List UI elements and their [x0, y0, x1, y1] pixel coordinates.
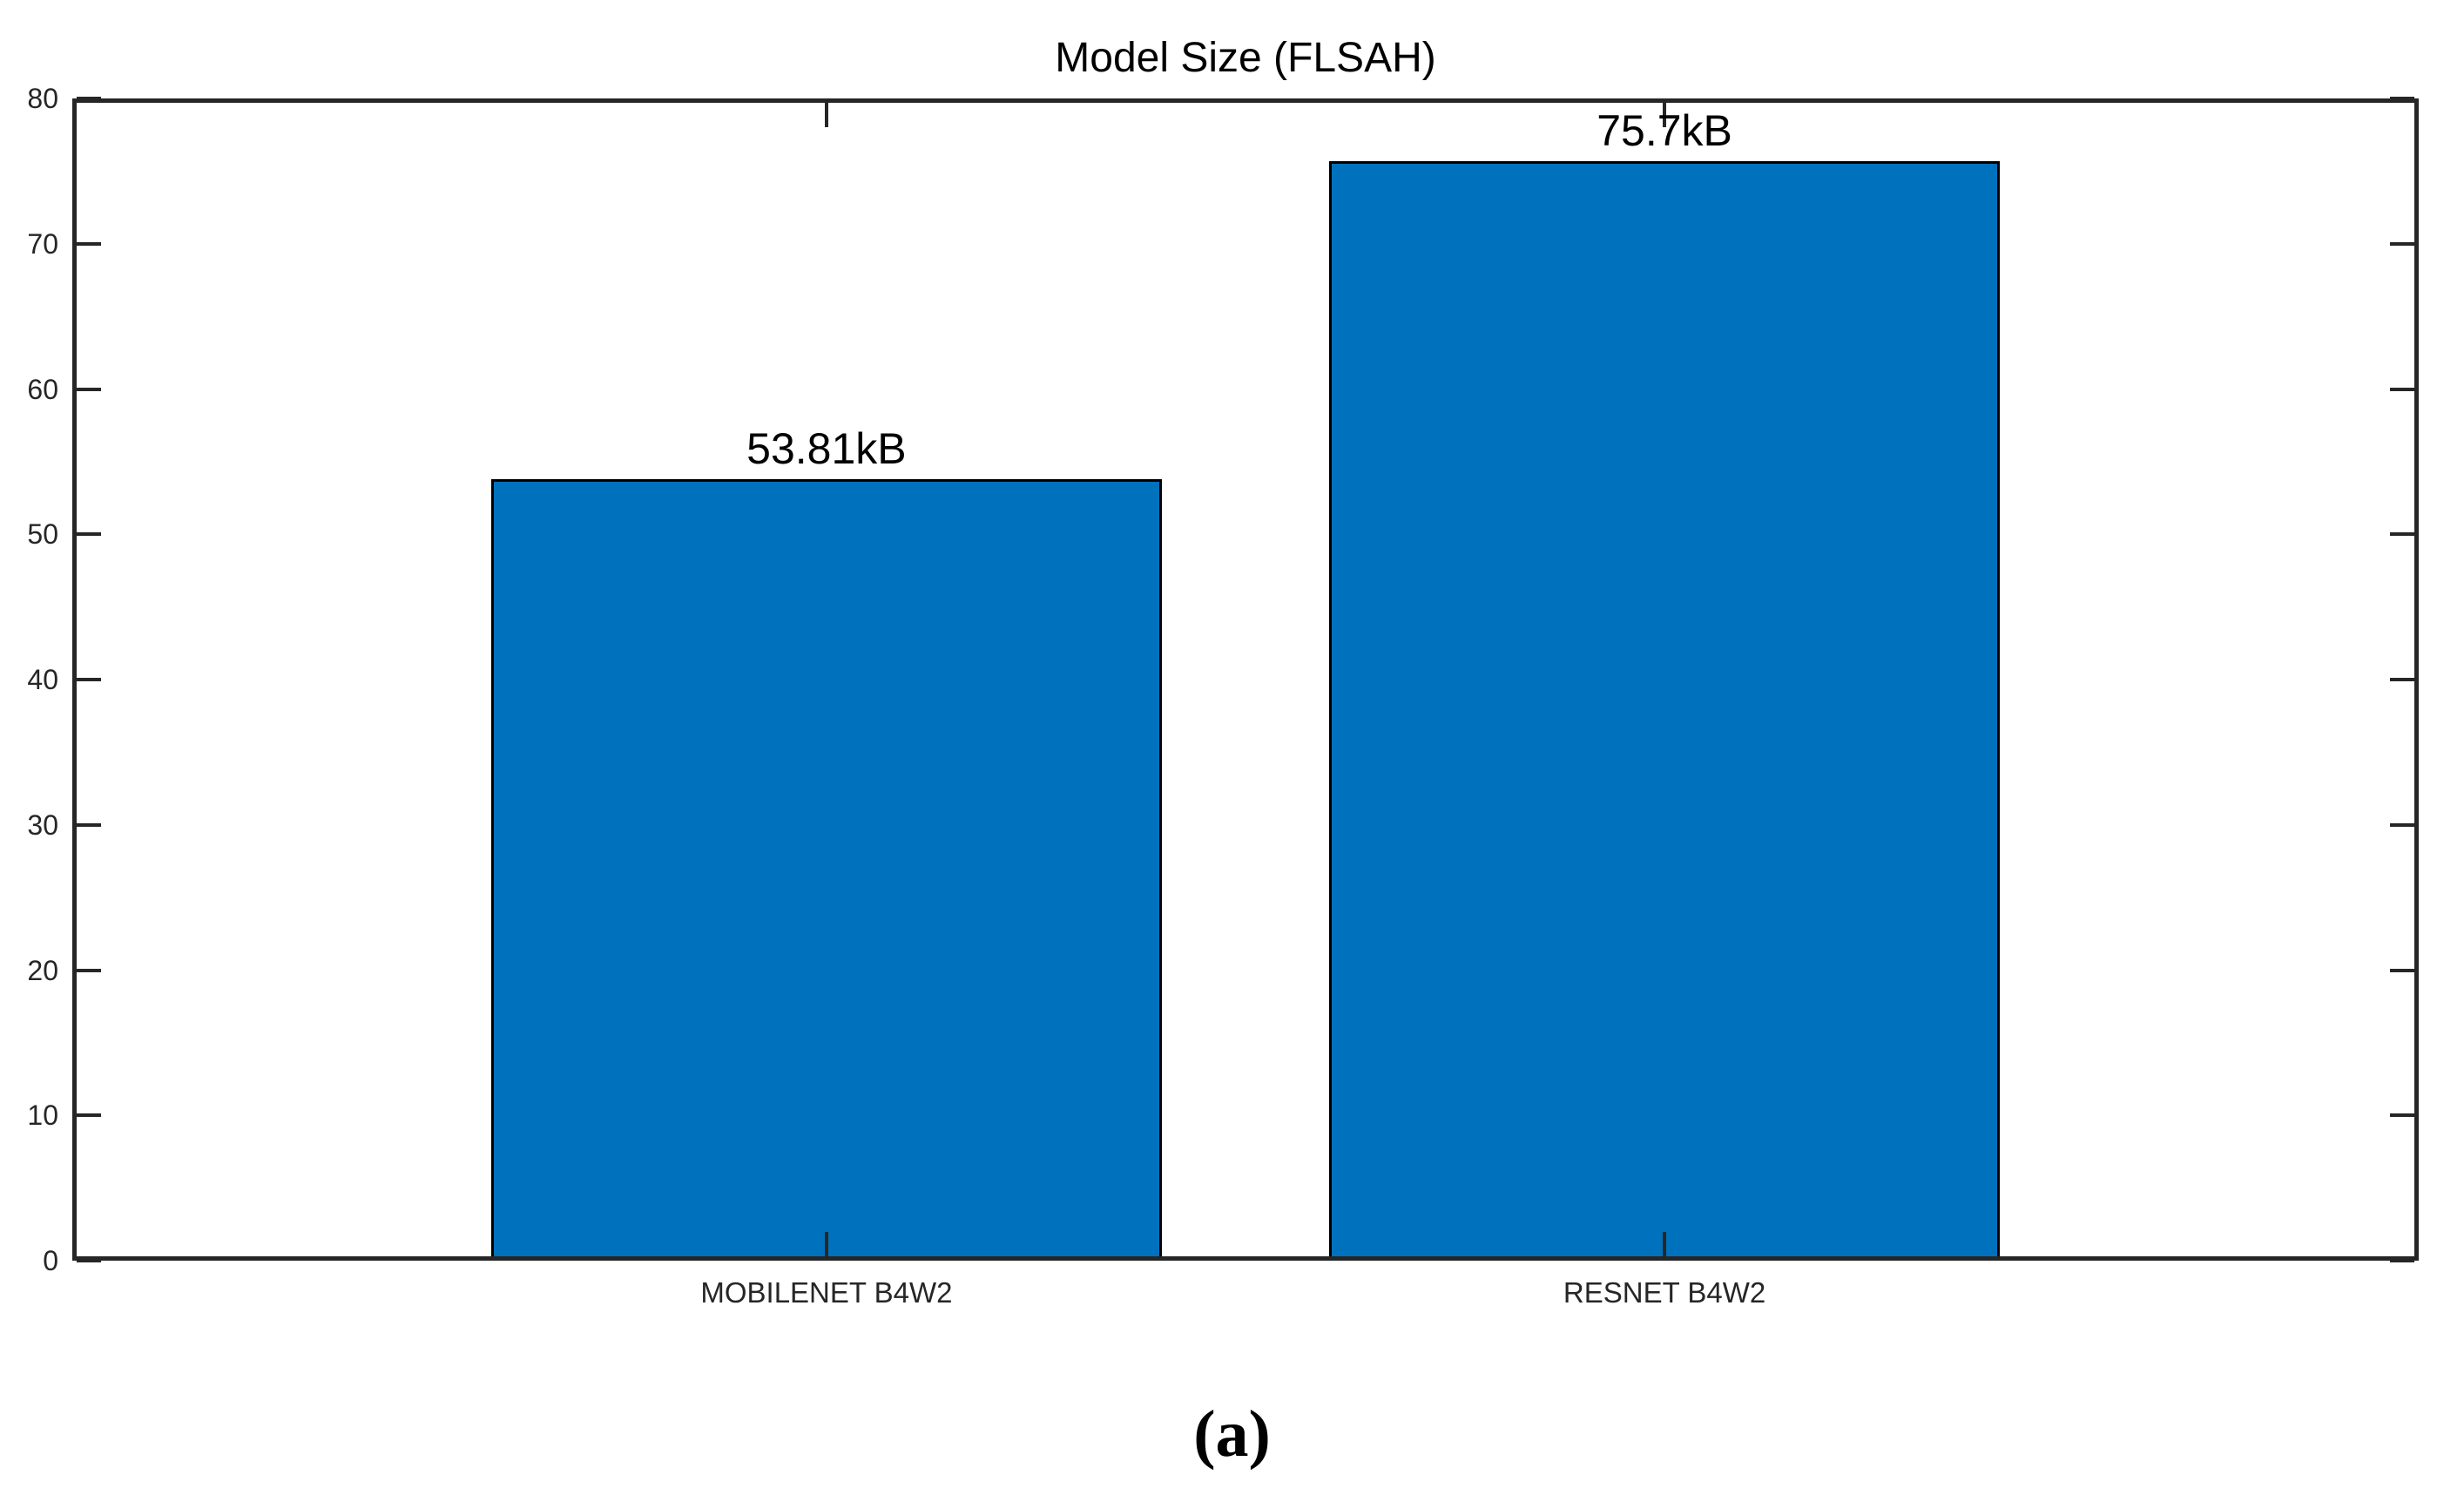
bar-value-label: 75.7kB [1597, 105, 1732, 155]
y-tick-mark-right [2390, 678, 2414, 681]
y-tick-mark-left [77, 1259, 101, 1262]
y-tick-mark-left [77, 678, 101, 681]
y-tick-mark-left [77, 387, 101, 391]
y-tick-mark-left [77, 1113, 101, 1118]
x-tick-mark-top [824, 103, 828, 127]
y-tick-mark-right [2390, 387, 2414, 391]
y-tick-label: 20 [27, 954, 58, 986]
y-tick-mark-left [77, 532, 101, 537]
y-tick-mark-right [2390, 822, 2414, 827]
x-tick-mark-bottom [1663, 1232, 1667, 1256]
y-tick-mark-left [77, 241, 101, 246]
y-tick-label: 70 [27, 227, 58, 260]
y-tick-mark-left [77, 822, 101, 827]
x-tick-label: MOBILENET B4W2 [700, 1276, 953, 1309]
y-tick-label: 40 [27, 664, 58, 695]
y-tick-label: 80 [27, 83, 58, 114]
y-tick-mark-left [77, 968, 101, 972]
y-tick-label: 50 [27, 518, 58, 551]
y-tick-mark-right [2390, 241, 2414, 246]
y-tick-mark-right [2390, 1113, 2414, 1118]
figure-caption: (a) [1193, 1397, 1271, 1471]
bar-resnet-b4w2 [1329, 160, 2000, 1261]
y-tick-label: 10 [27, 1099, 58, 1132]
chart-title: Model Size (FLSAH) [1055, 35, 1436, 81]
bar-mobilenet-b4w2 [491, 478, 1162, 1261]
y-tick-label: 30 [27, 809, 58, 841]
x-tick-mark-bottom [824, 1232, 828, 1256]
y-tick-mark-left [77, 97, 101, 100]
y-tick-label: 0 [43, 1245, 58, 1276]
y-tick-mark-right [2390, 968, 2414, 972]
bar-value-label: 53.81kB [746, 423, 907, 473]
y-tick-label: 60 [27, 373, 58, 405]
y-tick-mark-right [2390, 1259, 2414, 1262]
y-tick-mark-right [2390, 532, 2414, 537]
x-tick-label: RESNET B4W2 [1563, 1276, 1766, 1309]
y-tick-mark-right [2390, 97, 2414, 100]
x-tick-mark-top [1663, 103, 1667, 127]
